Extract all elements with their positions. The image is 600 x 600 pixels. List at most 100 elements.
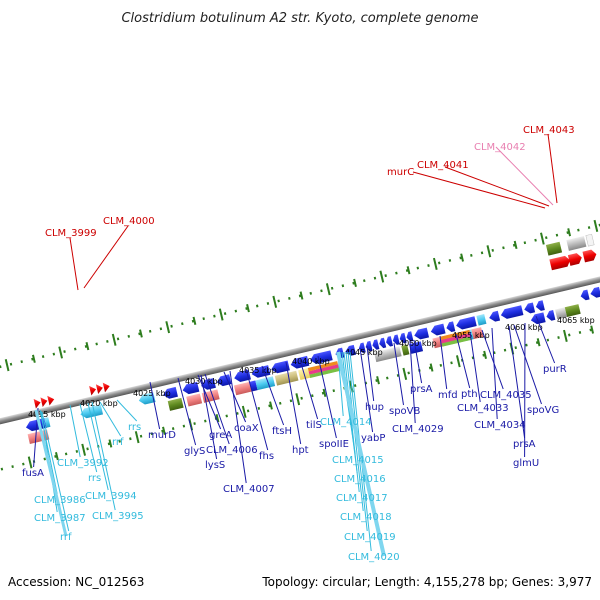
gene-label[interactable]: rrs (128, 422, 141, 433)
gene-label[interactable]: CLM_3994 (85, 491, 137, 502)
gene-label-clm-4041[interactable]: CLM_4041 (417, 160, 469, 171)
gene-red-arrow-small[interactable] (95, 383, 104, 394)
gene-label[interactable]: CLM_4007 (223, 484, 275, 495)
gene-label[interactable]: CLM_4016 (334, 474, 386, 485)
gene-label[interactable]: spoIIE (319, 439, 349, 450)
gene-label[interactable]: CLM_4034 (474, 420, 526, 431)
gene-label-clm-4042[interactable]: CLM_4042 (474, 142, 526, 153)
gene-label[interactable]: pth (461, 389, 478, 400)
gene-label[interactable]: spoVG (527, 405, 559, 416)
gene-red-arrow[interactable] (582, 249, 597, 263)
gene-label-murc[interactable]: murC (387, 167, 414, 178)
gene-arrow[interactable] (79, 404, 104, 420)
gene-block[interactable] (255, 376, 276, 391)
gene-label[interactable]: glyS (184, 446, 205, 457)
gene-label[interactable]: CLM_3995 (92, 511, 144, 522)
gene-arrow[interactable] (309, 350, 333, 365)
gene-label[interactable]: ftsH (272, 426, 292, 437)
gene-label[interactable]: hup (365, 402, 384, 413)
gene-label[interactable]: CLM_4029 (392, 424, 444, 435)
gene-label[interactable]: murD (148, 430, 176, 441)
gene-label[interactable]: glmU (513, 458, 539, 469)
gene-block[interactable] (44, 417, 51, 428)
gene-label[interactable]: CLM_3987 (34, 513, 86, 524)
gene-label[interactable]: purR (543, 364, 567, 375)
gene-block[interactable] (167, 397, 184, 411)
gene-label[interactable]: CLM_4020 (348, 552, 400, 563)
gene-red-arrow-small[interactable] (47, 394, 55, 406)
gene-arrow[interactable] (399, 332, 407, 344)
gene-label[interactable]: lysS (205, 460, 225, 471)
gene-label[interactable]: CLM_3986 (34, 495, 86, 506)
gene-label[interactable]: CLM_4018 (340, 512, 392, 523)
gene-block[interactable] (555, 307, 568, 320)
gene-red-arrow-small[interactable] (102, 381, 111, 393)
gene-arrow[interactable] (138, 392, 156, 405)
gene-red-arrow-small[interactable] (40, 396, 48, 408)
gene-label[interactable]: CLM_4017 (336, 493, 388, 504)
gene-arrow[interactable] (392, 334, 400, 345)
gene-arrow[interactable] (290, 355, 310, 370)
gene-arrow[interactable] (430, 323, 446, 337)
gene-arrow[interactable] (413, 327, 430, 341)
gene-block[interactable] (201, 389, 220, 403)
gene-grey-block[interactable] (566, 235, 587, 251)
gene-label[interactable]: rrs (88, 473, 101, 484)
gene-stripe[interactable] (440, 329, 471, 341)
gene-block[interactable] (186, 393, 203, 407)
gene-arrow[interactable] (523, 302, 536, 315)
gene-label[interactable]: yabP (361, 433, 385, 444)
gene-olive-block[interactable] (545, 241, 563, 256)
gene-arrow[interactable] (545, 310, 556, 322)
gene-arrow[interactable] (162, 386, 178, 400)
gene-label[interactable]: greA (209, 430, 232, 441)
gene-red-arrow[interactable] (549, 255, 571, 271)
gene-label[interactable]: CLM_3992 (57, 458, 109, 469)
gene-stripe[interactable] (440, 333, 471, 344)
gene-arrow[interactable] (530, 312, 546, 325)
gene-label[interactable]: fhs (259, 451, 274, 462)
gene-arrow[interactable] (580, 289, 590, 302)
gene-arrow[interactable] (535, 300, 545, 312)
gene-label[interactable]: tilS (306, 420, 322, 431)
gene-stripe[interactable] (441, 336, 472, 347)
gene-block[interactable] (233, 381, 252, 396)
gene-label[interactable]: spoVB (389, 406, 421, 417)
gene-label[interactable]: prsA (513, 439, 536, 450)
gene-red-arrow[interactable] (567, 252, 583, 266)
gene-label[interactable]: mfd (438, 390, 458, 401)
gene-arrow[interactable] (371, 339, 380, 350)
gene-arrow[interactable] (445, 321, 456, 333)
gene-arrow[interactable] (270, 360, 290, 374)
gene-arrow[interactable] (182, 381, 200, 395)
gene-block[interactable] (409, 341, 424, 354)
gene-label-clm-4000[interactable]: CLM_4000 (103, 216, 155, 227)
gene-label-clm-4043[interactable]: CLM_4043 (523, 125, 575, 136)
gene-label[interactable]: prsA (410, 384, 433, 395)
gene-arrow[interactable] (385, 336, 394, 347)
gene-label[interactable]: CLM_4035 (480, 390, 532, 401)
gene-arrow[interactable] (405, 331, 414, 342)
gene-label[interactable]: coaX (234, 423, 259, 434)
gene-label[interactable]: CLM_4014 (320, 417, 372, 428)
gene-arrow[interactable] (455, 316, 477, 330)
gene-label[interactable]: CLM_4033 (457, 403, 509, 414)
gene-block[interactable] (564, 304, 581, 318)
gene-label[interactable]: rrf (60, 532, 72, 543)
gene-stripe[interactable] (307, 361, 338, 372)
gene-label-clm-3999[interactable]: CLM_3999 (45, 228, 97, 239)
gene-arrow[interactable] (589, 286, 600, 299)
gene-label[interactable]: fusA (22, 468, 44, 479)
gene-white-block[interactable] (585, 233, 595, 247)
gene-block[interactable] (471, 327, 484, 340)
gene-arrow[interactable] (251, 365, 271, 379)
gene-label[interactable]: CLM_4015 (332, 455, 384, 466)
gene-block[interactable] (401, 344, 410, 356)
gene-label[interactable]: rrf (112, 437, 124, 448)
gene-arrow[interactable] (488, 310, 501, 323)
gene-label[interactable]: CLM_4006 (206, 445, 258, 456)
gene-arrow[interactable] (216, 374, 232, 387)
gene-stripe[interactable] (308, 364, 339, 375)
gene-red-arrow-small[interactable] (89, 384, 97, 396)
gene-label[interactable]: hpt (292, 445, 309, 456)
